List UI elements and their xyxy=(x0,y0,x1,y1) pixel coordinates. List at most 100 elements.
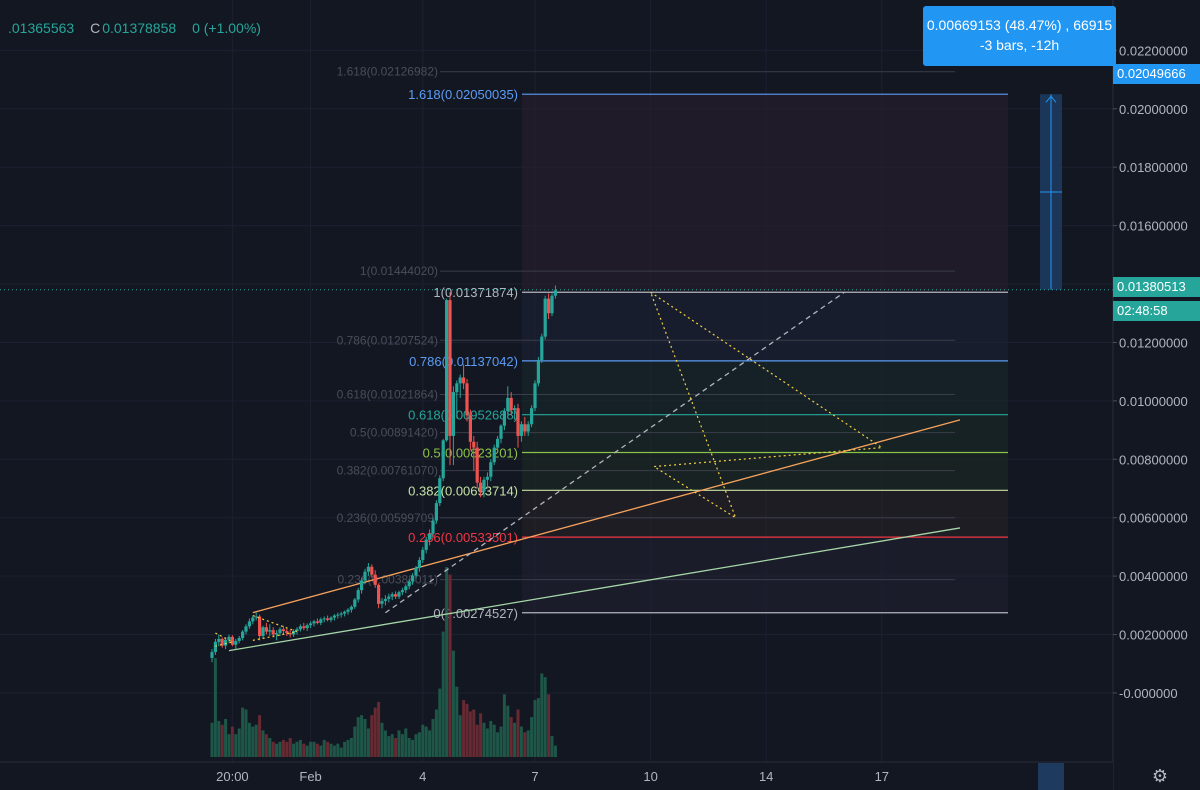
volume-bar xyxy=(234,734,238,757)
candle-body xyxy=(241,631,245,639)
candle-body xyxy=(227,636,231,640)
volume-bar xyxy=(489,720,493,757)
volume-bar xyxy=(404,728,408,757)
volume-bar xyxy=(237,728,241,757)
candle-body xyxy=(268,630,272,632)
faded-fib-label: 0.5(0.00891420) xyxy=(350,426,438,440)
volume-bar xyxy=(502,694,506,757)
candle-body xyxy=(404,586,408,591)
candle-body xyxy=(349,606,353,610)
target-price-tag: 0.02049666 xyxy=(1113,64,1200,84)
candle-body xyxy=(329,617,333,620)
fib-zone xyxy=(522,94,1008,293)
volume-bar xyxy=(536,698,540,757)
candle-body xyxy=(434,503,438,521)
volume-bar xyxy=(513,722,517,757)
candle-body xyxy=(346,609,350,612)
volume-bar xyxy=(217,720,221,757)
candle-body xyxy=(431,520,435,534)
candle-body xyxy=(479,482,483,492)
candle-body xyxy=(496,438,500,448)
volume-bar xyxy=(533,700,537,757)
fib-label: 0.236(0.00533501) xyxy=(408,530,518,545)
time-axis: 20:00 Feb 4 7 10 14 17 xyxy=(0,761,1113,790)
candle-body xyxy=(278,629,282,634)
volume-bar xyxy=(499,726,503,757)
candle-body xyxy=(489,462,493,477)
candle-body xyxy=(302,626,306,629)
volume-bar xyxy=(336,743,340,757)
volume-bar xyxy=(475,724,479,757)
price-tick-label: 0.01000000 xyxy=(1119,394,1188,409)
fib-label: 1.618(0.02050035) xyxy=(408,87,518,102)
candle-body xyxy=(271,630,275,635)
volume-bar xyxy=(339,747,343,757)
faded-fib-label: 0.786(0.01207524) xyxy=(337,333,438,347)
volume-bar xyxy=(516,709,520,757)
volume-bar xyxy=(465,703,469,757)
legend-change: 0 (+1.00%) xyxy=(192,20,261,36)
candle-body xyxy=(421,549,425,561)
candle-body xyxy=(509,397,513,411)
volume-bar xyxy=(411,739,415,757)
green-trendline xyxy=(228,527,961,652)
candle-body xyxy=(305,625,309,629)
candle-body xyxy=(370,566,374,575)
volume-bar xyxy=(485,728,489,757)
volume-bar xyxy=(281,739,285,757)
fib-retracement: 1.618(0.02050035) 1(0.01371874) 0.786(0.01… xyxy=(408,87,1008,621)
candle-body xyxy=(234,640,238,645)
time-tick-label: 4 xyxy=(419,769,426,784)
volume-bar xyxy=(230,726,234,757)
volume-bar xyxy=(492,724,496,757)
volume-bar xyxy=(479,713,483,757)
candle-body xyxy=(438,478,442,504)
candle-body xyxy=(411,575,415,582)
volume-bar xyxy=(241,707,245,757)
fib-zone xyxy=(522,490,1008,538)
candle-body xyxy=(492,447,496,463)
candle-body xyxy=(237,638,241,641)
candle-body xyxy=(397,592,401,597)
volume-bar xyxy=(292,743,296,757)
price-tick-label: 0.02000000 xyxy=(1119,102,1188,117)
candle-body xyxy=(458,377,462,384)
candle-body xyxy=(553,290,557,296)
candle-body xyxy=(516,408,520,436)
time-tick-label: 17 xyxy=(875,769,889,784)
gear-icon[interactable]: ⚙ xyxy=(1151,766,1169,786)
candle-body xyxy=(312,621,316,624)
candle-body xyxy=(319,619,323,623)
candle-body xyxy=(247,621,251,627)
volume-bar xyxy=(526,730,530,757)
trendlines xyxy=(228,291,961,652)
volume-bar xyxy=(383,730,387,757)
candle-body xyxy=(281,629,285,632)
price-axis: 0.02200000 0.02000000 0.01800000 0.01600000… xyxy=(1112,0,1200,790)
candle-body xyxy=(377,584,381,604)
volume-bar xyxy=(424,726,428,757)
candle-body xyxy=(485,476,489,480)
volume-bar xyxy=(363,719,367,757)
candle-body xyxy=(366,566,370,572)
volume-bar xyxy=(445,567,449,757)
candle-body xyxy=(530,408,534,425)
volume-bar xyxy=(380,722,384,757)
volume-bar xyxy=(251,726,255,757)
volume-bar xyxy=(326,741,330,757)
candle-body xyxy=(390,594,394,597)
volume-bar xyxy=(482,722,486,757)
price-tick-label: -0.000000 xyxy=(1119,686,1178,701)
volume-bar xyxy=(224,719,228,757)
fib-zone xyxy=(522,537,1008,613)
volume-bar xyxy=(298,739,302,757)
volume-bar xyxy=(264,734,268,757)
volume-bar xyxy=(434,709,438,757)
volume-bar xyxy=(540,673,544,757)
candles xyxy=(210,285,557,663)
fib-zone xyxy=(522,414,1008,453)
legend-close: C 0.01378858 xyxy=(90,20,177,36)
volume-bar xyxy=(288,738,292,757)
countdown-tag: 02:48:58 xyxy=(1113,301,1200,321)
